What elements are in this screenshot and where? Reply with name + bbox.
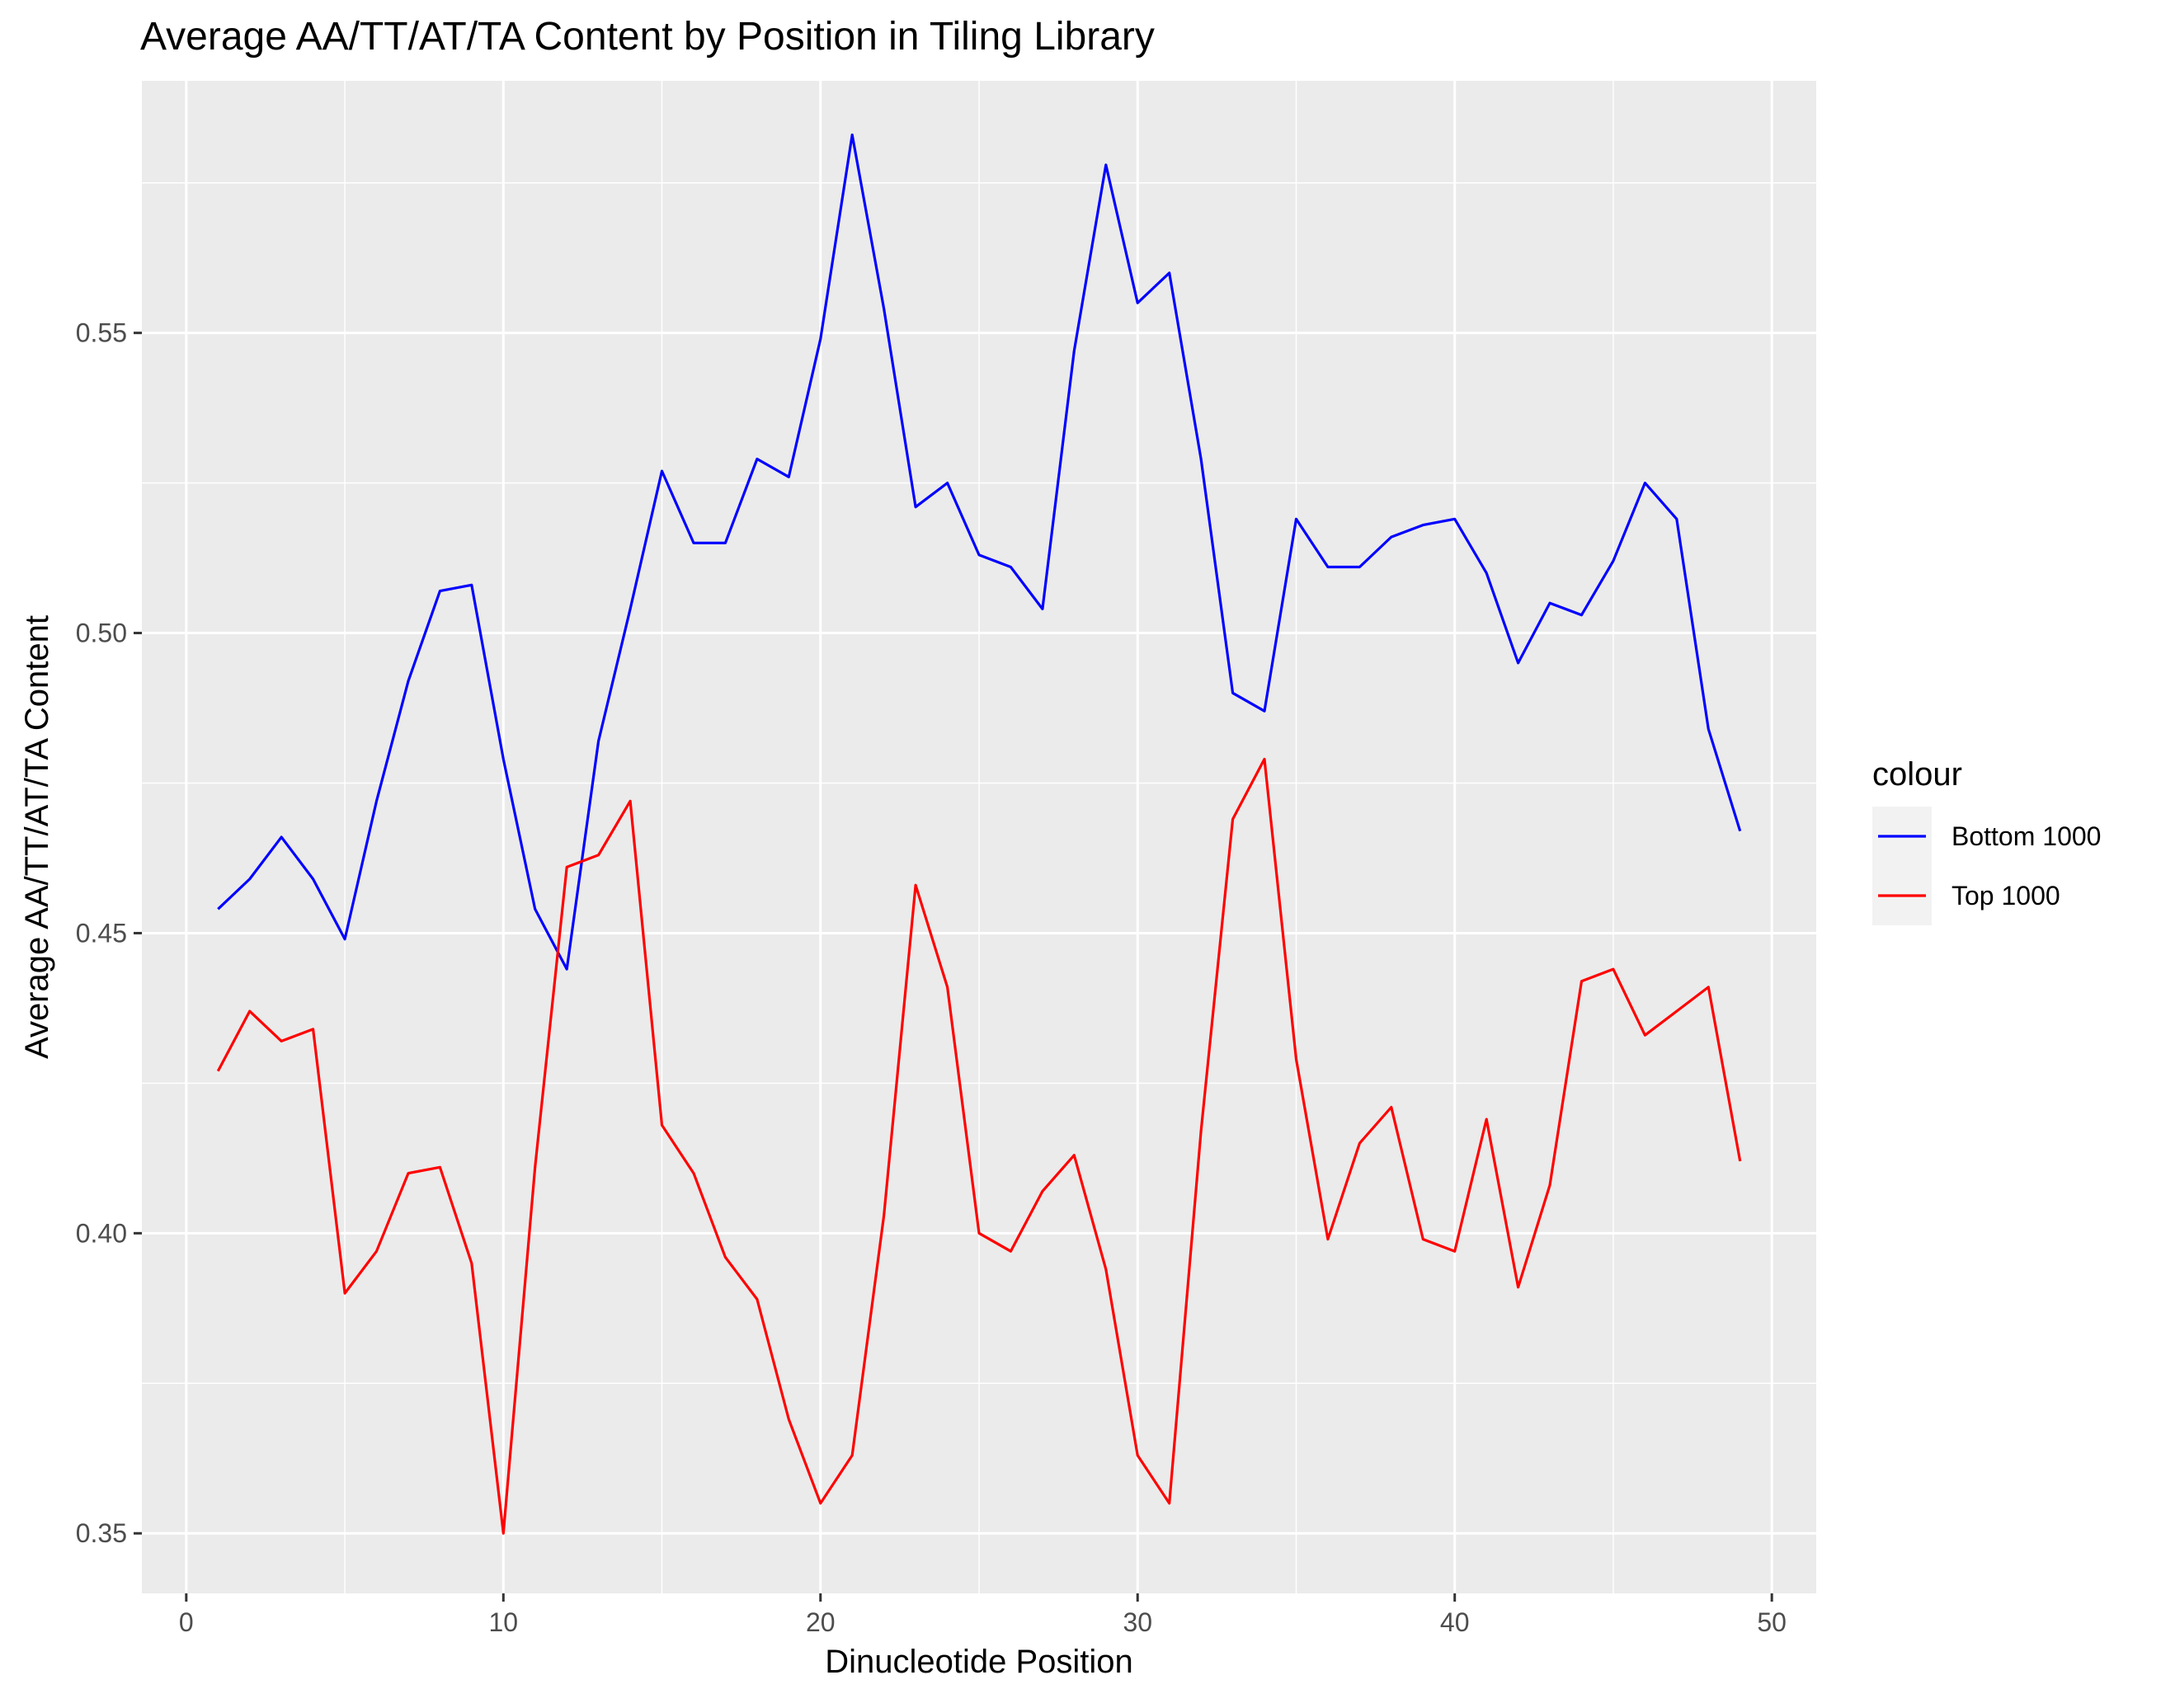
legend: colour Bottom 1000 Top 1000 [1872, 756, 2101, 925]
x-tick-label: 0 [179, 1607, 194, 1637]
y-tick-label: 0.40 [76, 1218, 127, 1248]
legend-title: colour [1872, 756, 1962, 793]
y-tick-label: 0.50 [76, 619, 127, 648]
series-line-top-1000 [216, 757, 1742, 1535]
x-tick-label: 10 [488, 1607, 518, 1637]
major-gridlines [142, 81, 1816, 1593]
x-tick-label: 20 [806, 1607, 836, 1637]
y-axis: 0.35 0.40 0.45 0.50 0.55 [76, 318, 142, 1548]
x-tick-label: 50 [1757, 1607, 1787, 1637]
y-tick-label: 0.35 [76, 1518, 127, 1548]
x-axis: 0 10 20 30 40 50 [179, 1593, 1787, 1637]
series-lines [216, 133, 1742, 1535]
y-tick-label: 0.55 [76, 318, 127, 348]
legend-label-bottom-1000: Bottom 1000 [1951, 821, 2101, 851]
y-tick-label: 0.45 [76, 918, 127, 948]
chart-title: Average AA/TT/AT/TA Content by Position … [140, 15, 1155, 59]
x-axis-label: Dinucleotide Position [825, 1644, 1133, 1680]
series-line-bottom-1000 [217, 133, 1742, 971]
x-tick-label: 30 [1123, 1607, 1152, 1637]
legend-label-top-1000: Top 1000 [1951, 881, 2060, 910]
x-tick-label: 40 [1440, 1607, 1470, 1637]
y-axis-label: Average AA/TT/AT/TA Content [19, 615, 55, 1059]
